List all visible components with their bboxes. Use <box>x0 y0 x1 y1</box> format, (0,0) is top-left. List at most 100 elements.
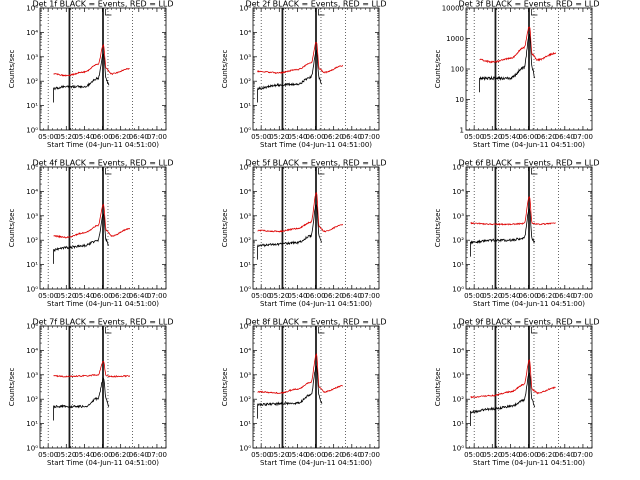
y-axis-label: Counts/sec <box>8 50 16 89</box>
y-tick-label: 10² <box>26 78 38 86</box>
x-tick-label: 05:40 <box>500 451 520 459</box>
y-tick-label: 10⁵ <box>239 323 251 331</box>
x-tick-label: 05:00 <box>251 133 271 141</box>
x-tick-label: 06:40 <box>555 451 575 459</box>
x-tick-label: 05:00 <box>251 451 271 459</box>
y-axis-label: Counts/sec <box>221 368 229 407</box>
x-tick-label: 05:00 <box>38 133 58 141</box>
plot-frame <box>252 325 380 449</box>
x-tick-label: 07:00 <box>573 292 593 300</box>
panel-4: Det 4f BLACK = Events, RED = LLD 10⁰ 10¹ 10… <box>8 159 174 309</box>
x-tick-label: 05:40 <box>287 133 307 141</box>
y-tick-label: 10⁵ <box>452 164 464 172</box>
x-axis-label: Start Time (04-Jun-11 04:51:00) <box>473 459 585 467</box>
y-tick-label: 10³ <box>239 212 251 220</box>
x-tick-label: 06:40 <box>342 133 362 141</box>
y-tick-label: 10² <box>239 237 251 245</box>
x-tick-label: 06:00 <box>305 292 325 300</box>
x-tick-label: 07:00 <box>573 451 593 459</box>
panel-5: Det 5f BLACK = Events, RED = LLD 10⁰ 10¹ 10… <box>221 159 387 309</box>
interval-bracket-marker <box>105 9 112 16</box>
y-tick-label: 10⁰ <box>26 127 38 135</box>
interval-bracket-marker <box>105 168 112 175</box>
y-tick-label: 10⁴ <box>26 188 38 196</box>
x-tick-label: 05:20 <box>269 451 289 459</box>
y-axis-label: Counts/sec <box>221 209 229 248</box>
y-tick-label: 10² <box>26 396 38 404</box>
y-tick-label: 10² <box>26 237 38 245</box>
x-tick-label: 06:20 <box>111 451 131 459</box>
y-tick-label: 10² <box>239 396 251 404</box>
x-tick-label: 05:20 <box>56 451 76 459</box>
y-tick-label: 10¹ <box>26 102 38 110</box>
y-tick-label: 10⁴ <box>452 347 464 355</box>
x-tick-label: 05:20 <box>482 451 502 459</box>
y-tick-label: 10³ <box>26 371 38 379</box>
x-tick-label: 05:40 <box>287 292 307 300</box>
panel-9: Det 9f BLACK = Events, RED = LLD 10⁰ 10¹ 10… <box>434 318 600 468</box>
plot-frame <box>39 7 167 131</box>
plot-frame <box>252 7 380 131</box>
x-tick-label: 06:20 <box>111 292 131 300</box>
y-tick-label: 10³ <box>239 53 251 61</box>
events-curve <box>470 372 536 426</box>
panel-title: Det 2f BLACK = Events, RED = LLD <box>245 0 386 9</box>
lld-curve <box>53 43 130 77</box>
y-tick-label: 10⁵ <box>26 164 38 172</box>
x-tick-label: 06:00 <box>92 133 112 141</box>
y-tick-label: 10³ <box>26 212 38 220</box>
x-axis-label: Start Time (04-Jun-11 04:51:00) <box>47 141 159 149</box>
y-tick-label: 10² <box>239 78 251 86</box>
panel-title: Det 3f BLACK = Events, RED = LLD <box>458 0 599 9</box>
x-tick-label: 06:20 <box>111 133 131 141</box>
x-tick-label: 06:00 <box>305 451 325 459</box>
y-tick-label: 10³ <box>26 53 38 61</box>
y-tick-label: 10² <box>452 237 464 245</box>
y-tick-label: 10¹ <box>239 102 251 110</box>
panel-title: Det 9f BLACK = Events, RED = LLD <box>458 318 599 327</box>
panel-6: Det 6f BLACK = Events, RED = LLD 10⁰ 10¹ 10… <box>434 159 600 309</box>
panel-title: Det 7f BLACK = Events, RED = LLD <box>32 318 173 327</box>
lld-curve <box>257 191 344 233</box>
panel-7: Det 7f BLACK = Events, RED = LLD 10⁰ 10¹ 10… <box>8 318 174 468</box>
x-tick-label: 07:00 <box>147 292 167 300</box>
events-curve <box>53 376 110 421</box>
x-tick-label: 05:40 <box>500 133 520 141</box>
y-tick-label: 10¹ <box>452 420 464 428</box>
x-tick-label: 05:00 <box>251 292 271 300</box>
y-tick-label: 10¹ <box>239 420 251 428</box>
x-tick-label: 07:00 <box>573 133 593 141</box>
y-tick-label: 10⁵ <box>239 5 251 13</box>
panel-title: Det 4f BLACK = Events, RED = LLD <box>32 159 173 168</box>
panel-3: Det 3f BLACK = Events, RED = LLD 1 10 100 10… <box>434 0 600 149</box>
y-tick-label: 10⁰ <box>26 445 38 453</box>
y-tick-label: 10⁴ <box>239 188 251 196</box>
panel-title: Det 1f BLACK = Events, RED = LLD <box>32 0 173 9</box>
lld-curve <box>470 359 556 399</box>
y-tick-label: 10⁰ <box>239 286 251 294</box>
x-tick-label: 05:40 <box>74 292 94 300</box>
x-tick-label: 06:40 <box>555 133 575 141</box>
x-tick-label: 05:00 <box>464 451 484 459</box>
interval-bracket-marker <box>531 9 538 16</box>
interval-bracket-marker <box>531 327 538 334</box>
y-tick-label: 10000 <box>442 5 464 13</box>
y-axis-label: Counts/sec <box>434 368 442 407</box>
y-tick-label: 10⁴ <box>452 188 464 196</box>
y-tick-label: 1 <box>460 127 464 135</box>
y-tick-label: 10⁰ <box>452 286 464 294</box>
x-tick-label: 06:00 <box>92 451 112 459</box>
plot-frame <box>39 166 167 290</box>
x-tick-label: 06:40 <box>129 451 149 459</box>
y-tick-label: 100 <box>451 66 464 74</box>
x-tick-label: 06:20 <box>324 451 344 459</box>
plot-frame <box>465 7 593 131</box>
x-axis-label: Start Time (04-Jun-11 04:51:00) <box>473 141 585 149</box>
x-tick-label: 06:40 <box>342 451 362 459</box>
y-axis-label: Counts/sec <box>434 50 442 89</box>
y-tick-label: 10¹ <box>239 261 251 269</box>
x-tick-label: 07:00 <box>360 133 380 141</box>
x-tick-label: 05:00 <box>464 133 484 141</box>
y-tick-label: 10³ <box>452 212 464 220</box>
x-tick-label: 06:20 <box>537 451 557 459</box>
